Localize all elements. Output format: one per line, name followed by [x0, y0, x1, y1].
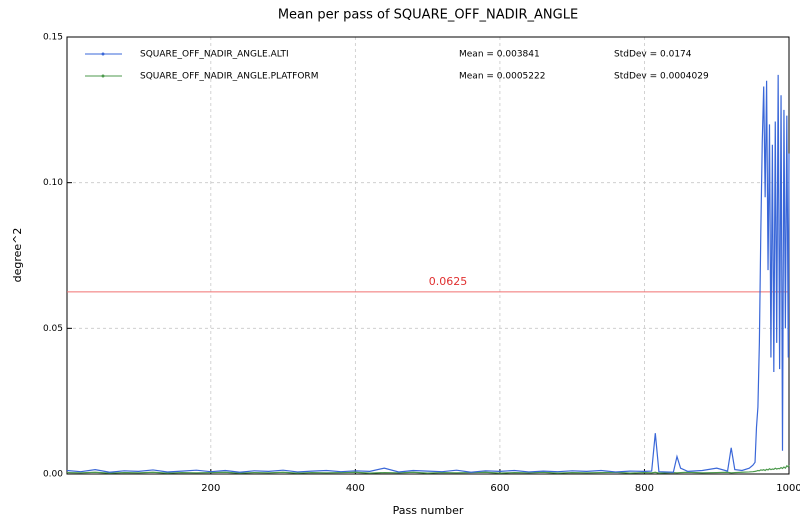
legend-marker	[101, 52, 105, 56]
y-axis-label: degree^2	[11, 228, 24, 283]
x-tick-label: 400	[346, 483, 365, 494]
legend-label: SQUARE_OFF_NADIR_ANGLE.PLATFORM	[140, 72, 318, 82]
legend-stat: StdDev = 0.0174	[614, 50, 692, 60]
data-line	[66, 464, 790, 474]
x-tick-label: 600	[490, 483, 509, 494]
y-tick-label: 0.15	[43, 33, 63, 43]
x-tick-label: 800	[635, 483, 654, 494]
legend-stat: Mean = 0.003841	[459, 50, 540, 60]
chart-title: Mean per pass of SQUARE_OFF_NADIR_ANGLE	[278, 8, 578, 23]
reference-label: 0.0625	[429, 275, 468, 288]
x-axis-label: Pass number	[393, 504, 464, 517]
legend-stat: Mean = 0.0005222	[459, 72, 545, 82]
legend-stat: StdDev = 0.0004029	[614, 72, 709, 82]
y-tick-label: 0.05	[43, 324, 63, 334]
legend-label: SQUARE_OFF_NADIR_ANGLE.ALTI	[140, 50, 289, 60]
x-tick-label: 200	[201, 483, 220, 494]
plot-frame	[66, 36, 790, 475]
y-tick-label: 0.00	[43, 470, 63, 480]
data-line	[66, 74, 790, 473]
x-tick-label: 1000	[776, 483, 800, 494]
y-tick-label: 0.10	[43, 178, 63, 188]
legend-marker	[101, 74, 105, 78]
